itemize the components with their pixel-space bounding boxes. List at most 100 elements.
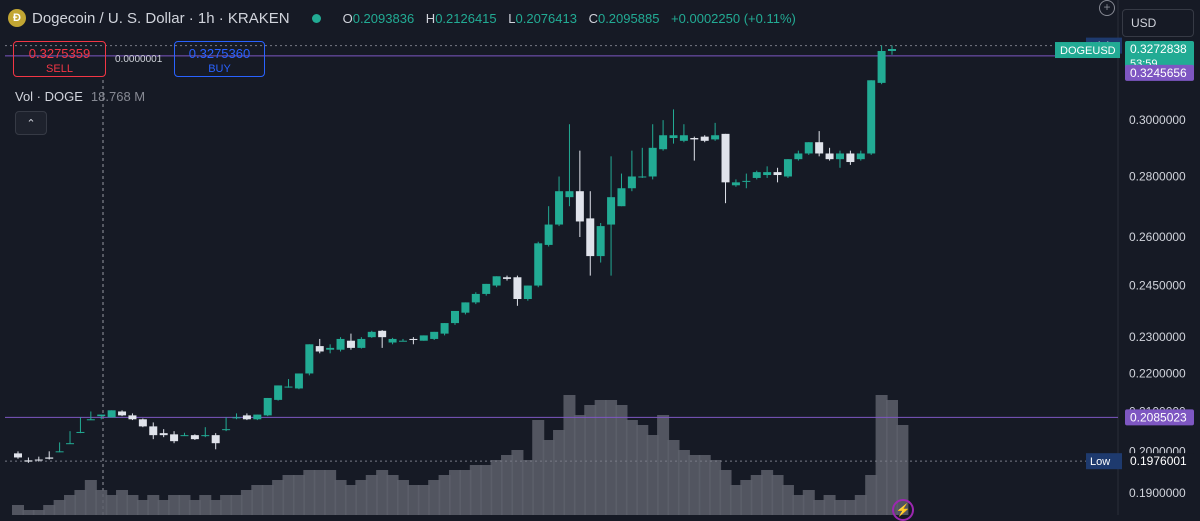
volume-bar [605, 400, 618, 515]
candle-body [544, 224, 553, 245]
last-symbol-tag: DOGEUSD [1060, 45, 1116, 57]
candle-body [34, 459, 43, 461]
candle-body [482, 283, 491, 294]
volume-bar [625, 420, 638, 515]
lightning-icon[interactable]: ⚡ [892, 499, 914, 521]
volume-bar [32, 510, 45, 515]
last-symbol-tag-bg [1055, 42, 1120, 59]
volume-bar [12, 505, 24, 515]
candle-body [263, 397, 272, 416]
volume-bar [532, 420, 545, 515]
symbol-title[interactable]: Dogecoin / U. S. Dollar · 1h · KRAKEN [32, 9, 290, 27]
price-tick-label: 0.2450000 [1129, 279, 1186, 293]
line1-price-tag: 0.3245656 [1130, 66, 1187, 80]
candle-body [14, 453, 22, 458]
low-tag-label: Low [1090, 456, 1110, 468]
volume-bar [43, 505, 56, 515]
candle-body [201, 435, 210, 437]
candle-body [752, 172, 761, 178]
candle-body [867, 80, 876, 154]
candle-body [419, 335, 428, 341]
candle-body [180, 435, 189, 437]
volume-bar [168, 495, 181, 515]
volume-bar [719, 470, 732, 515]
add-plus-icon[interactable]: + [1099, 0, 1115, 16]
volume-bar [813, 500, 826, 515]
volume-bar [428, 480, 441, 515]
candle-body [534, 243, 543, 286]
candle-body [773, 172, 782, 176]
candle-body [149, 426, 158, 436]
collapse-chevron-up-icon[interactable]: ⌃ [15, 111, 47, 135]
volume-bar [147, 495, 160, 515]
volume-bar [74, 490, 87, 515]
market-open-dot-icon [311, 13, 321, 23]
sell-button[interactable]: 0.3275359 SELL [13, 41, 106, 77]
candle-body [492, 276, 501, 286]
close-value: 0.2095885 [597, 10, 660, 26]
candle-body [888, 48, 896, 51]
volume-bar [750, 475, 763, 515]
candle-body [24, 460, 33, 462]
volume-bar [116, 490, 129, 515]
volume-bar [344, 485, 357, 515]
volume-bar [53, 500, 66, 515]
line2-price-tag: 0.2085023 [1130, 410, 1187, 424]
candle-body [346, 340, 355, 348]
buy-button[interactable]: 0.3275360 BUY [174, 41, 265, 77]
candle-body [877, 50, 886, 83]
candle-body [638, 176, 647, 178]
volume-bar [646, 435, 659, 515]
volume-bar [282, 475, 295, 515]
candle-body [794, 153, 803, 160]
volume-bar [417, 485, 430, 515]
volume-bar [459, 470, 472, 515]
volume-bar [833, 500, 846, 515]
candle-body [659, 135, 668, 150]
volume-bar [209, 500, 222, 515]
candle-body [138, 419, 147, 427]
candle-body [711, 135, 720, 140]
candle-body [627, 176, 636, 189]
volume-bar [584, 405, 597, 515]
price-tick-label: 0.1900000 [1129, 486, 1186, 500]
volume-bar [875, 395, 888, 515]
volume-bar [802, 490, 815, 515]
volume-bar [240, 490, 253, 515]
candle-body [378, 330, 387, 338]
candle-body [856, 153, 865, 160]
candle-body [76, 431, 85, 433]
volume-bar [292, 475, 305, 515]
volume-bar [365, 475, 378, 515]
buy-price: 0.3275360 [188, 46, 251, 61]
volume-bar [251, 485, 264, 515]
price-tick-label: 0.2800000 [1129, 169, 1186, 183]
currency-select[interactable]: USD [1122, 9, 1194, 37]
volume-bar [792, 495, 805, 515]
volume-bar [563, 395, 576, 515]
volume-bar [230, 495, 243, 515]
volume-bar [729, 485, 742, 515]
sell-price: 0.3275359 [28, 46, 91, 61]
candle-body [596, 226, 605, 257]
chart-header: Ð Dogecoin / U. S. Dollar · 1h · KRAKEN … [8, 7, 804, 29]
volume-bar [136, 500, 149, 515]
volume-bar [126, 495, 139, 515]
candle-body [565, 191, 574, 198]
volume-bar [449, 470, 461, 515]
candle-body [170, 434, 179, 442]
volume-bar [844, 500, 857, 515]
change-value: +0.0002250 (+0.11%) [671, 10, 796, 26]
open-value: 0.2093836 [352, 10, 415, 26]
candle-body [555, 191, 564, 225]
volume-bar [615, 405, 628, 515]
price-tick-label: 0.2600000 [1129, 230, 1186, 244]
volume-bar [480, 465, 493, 515]
candle-body [274, 385, 283, 400]
volume-bar [396, 480, 409, 515]
volume-bar [178, 495, 191, 515]
volume-bar [407, 485, 420, 515]
volume-bar [313, 470, 326, 515]
volume-bar [761, 470, 774, 515]
